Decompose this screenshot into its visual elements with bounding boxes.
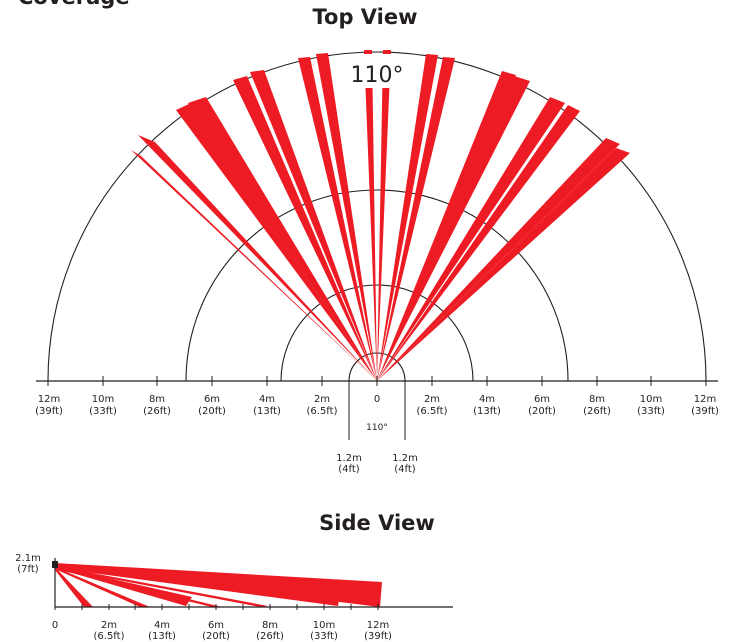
- top-view-beam: [233, 76, 377, 381]
- tick-label-right-6-5ft: (6.5ft): [417, 406, 448, 417]
- side-beam-4m: [55, 567, 150, 607]
- tick-label-zero: 0: [374, 394, 380, 405]
- top-view-ticks: [47, 376, 707, 386]
- tick-label-left-12m: 12m: [38, 394, 60, 405]
- top-view-beam: [377, 71, 516, 381]
- tick-label-right-2m: 2m: [424, 394, 440, 405]
- side-tick-label-13ft: (13ft): [148, 631, 176, 642]
- angle-label-background: [346, 54, 408, 88]
- side-beam-2m: [55, 567, 93, 607]
- tick-label-left-13ft: (13ft): [253, 406, 281, 417]
- top-view-beam: [250, 70, 377, 381]
- range-arc-12m: [47, 51, 707, 382]
- tick-label-left-39ft: (39ft): [35, 406, 63, 417]
- tick-label-right-6m: 6m: [534, 394, 550, 405]
- side-view-ticks: [54, 604, 379, 610]
- top-view-beam: [377, 148, 630, 381]
- side-tick-label-8m: 8m: [262, 620, 278, 631]
- side-beam-6m: [55, 567, 222, 607]
- tick-label-right-8m: 8m: [589, 394, 605, 405]
- tick-label-right-20ft: (20ft): [528, 406, 556, 417]
- cut-off-header: Coverage: [18, 0, 130, 9]
- near-label-left-m: 1.2m: [336, 453, 362, 464]
- tick-label-left-6m: 6m: [204, 394, 220, 405]
- tick-label-right-10m: 10m: [640, 394, 662, 405]
- side-tick-label-26ft: (26ft): [256, 631, 284, 642]
- side-tick-label-2m: 2m: [101, 620, 117, 631]
- side-tick-label-10m: 10m: [313, 620, 335, 631]
- top-view-beam: [377, 138, 620, 381]
- tick-label-right-33ft: (33ft): [637, 406, 665, 417]
- near-label-left-ft: (4ft): [338, 464, 360, 475]
- side-tick-label-zero: 0: [52, 620, 58, 631]
- top-view-beams: [131, 50, 630, 381]
- top-view-beam: [377, 97, 565, 381]
- tick-label-left-20ft: (20ft): [198, 406, 226, 417]
- range-arc-2m: [280, 284, 474, 382]
- top-view-beam: [377, 76, 530, 381]
- side-tick-label-6m: 6m: [208, 620, 224, 631]
- top-view-beam: [377, 50, 391, 381]
- top-view-scale-right: 2m (6.5ft) 4m (13ft) 6m (20ft) 8m (26ft)…: [417, 394, 719, 417]
- side-tick-label-33ft: (33ft): [310, 631, 338, 642]
- side-tick-label-4m: 4m: [154, 620, 170, 631]
- coverage-angle-label: 110°: [351, 63, 404, 88]
- side-beam-10m: [55, 565, 340, 606]
- center-angle-label: 110°: [366, 423, 388, 433]
- tick-label-right-4m: 4m: [479, 394, 495, 405]
- tick-label-left-33ft: (33ft): [89, 406, 117, 417]
- top-view-beam: [364, 50, 377, 381]
- tick-label-left-26ft: (26ft): [143, 406, 171, 417]
- range-arc-7m: [185, 189, 569, 382]
- near-label-right-m: 1.2m: [392, 453, 418, 464]
- tick-label-right-12m: 12m: [694, 394, 716, 405]
- side-view: Side View 2.1m (7ft) 0 2m (6.5ft) 4m (13…: [15, 511, 453, 642]
- tick-label-left-6-5ft: (6.5ft): [307, 406, 338, 417]
- top-view-beam: [316, 53, 377, 381]
- tick-label-right-26ft: (26ft): [583, 406, 611, 417]
- mount-height-m: 2.1m: [15, 553, 41, 564]
- side-tick-label-6-5ft: (6.5ft): [94, 631, 125, 642]
- tick-label-left-8m: 8m: [149, 394, 165, 405]
- near-label-right-ft: (4ft): [394, 464, 416, 475]
- top-view-beam: [377, 57, 455, 381]
- top-view-scale-left: 12m (39ft) 10m (33ft) 8m (26ft) 6m (20ft…: [35, 394, 337, 417]
- tick-label-left-2m: 2m: [314, 394, 330, 405]
- top-view-beam: [131, 150, 377, 381]
- side-beam-8m: [55, 566, 268, 607]
- top-view-beam: [138, 135, 377, 381]
- top-view-beam: [298, 57, 377, 381]
- top-view-beam: [176, 104, 377, 381]
- top-view-beam: [377, 105, 580, 381]
- sensor-icon: [52, 561, 58, 568]
- top-view-beam: [188, 97, 377, 381]
- mount-height-ft: (7ft): [17, 564, 39, 575]
- top-view: Top View 110° 12m (39ft) 10m (33ft) 8m (…: [35, 5, 719, 475]
- top-view-beam: [377, 54, 438, 381]
- side-tick-label-12m: 12m: [367, 620, 389, 631]
- side-tick-label-20ft: (20ft): [202, 631, 230, 642]
- tick-label-right-13ft: (13ft): [473, 406, 501, 417]
- range-arc-1-2m: [348, 352, 406, 382]
- tick-label-right-39ft: (39ft): [691, 406, 719, 417]
- top-view-title: Top View: [312, 5, 417, 29]
- tick-label-left-10m: 10m: [92, 394, 114, 405]
- tick-label-left-4m: 4m: [259, 394, 275, 405]
- side-view-title: Side View: [319, 511, 435, 535]
- side-tick-label-39ft: (39ft): [364, 631, 392, 642]
- side-view-beams: [55, 563, 382, 607]
